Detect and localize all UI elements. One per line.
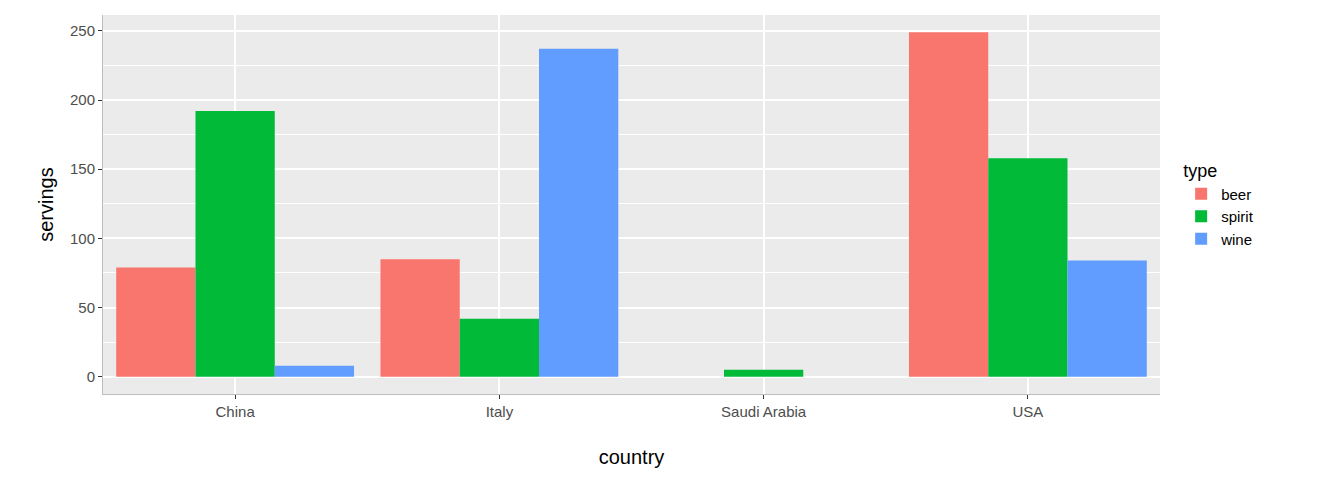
svg-text:250: 250 [70,22,95,39]
svg-text:Italy: Italy [486,403,514,420]
svg-text:50: 50 [78,299,95,316]
svg-text:0: 0 [87,368,95,385]
svg-text:servings: servings [35,167,57,241]
svg-text:200: 200 [70,91,95,108]
svg-text:100: 100 [70,230,95,247]
svg-text:type: type [1183,161,1217,181]
svg-text:USA: USA [1012,403,1043,420]
svg-text:China: China [216,403,256,420]
svg-text:country: country [599,446,665,468]
svg-text:beer: beer [1221,186,1251,203]
svg-text:Saudi Arabia: Saudi Arabia [721,403,807,420]
svg-text:spirit: spirit [1221,208,1254,225]
svg-text:wine: wine [1220,231,1252,248]
svg-text:150: 150 [70,160,95,177]
